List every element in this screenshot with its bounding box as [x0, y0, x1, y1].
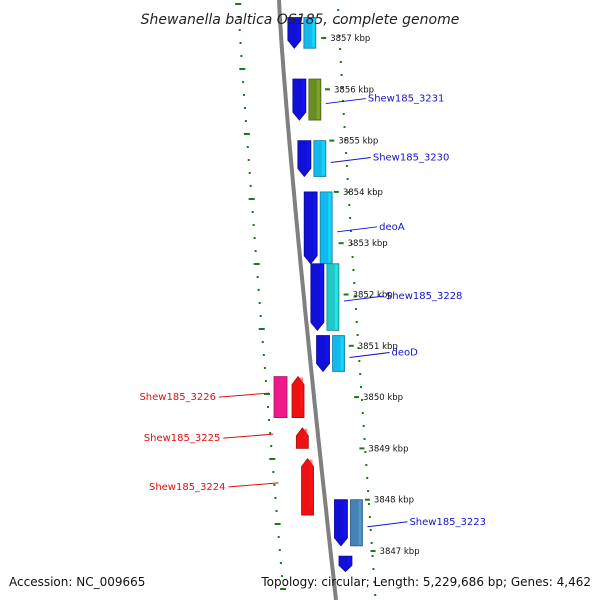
gene-label-forward[interactable]: Shew185_3231: [368, 94, 445, 105]
cog-color-box: [273, 376, 288, 419]
gene-label-leader: [228, 482, 279, 488]
reverse-gene-arrow[interactable]: [295, 427, 309, 449]
forward-gene-arrow[interactable]: [316, 335, 330, 373]
kbp-tick-label: 3852 kbp: [353, 291, 393, 301]
cog-color-box: [303, 17, 317, 49]
gene-label-forward[interactable]: Shew185_3230: [373, 153, 450, 164]
gene-label-forward[interactable]: deoA: [379, 222, 405, 233]
gc-content-dots: [235, 3, 377, 596]
genome-backbone: [277, 0, 338, 600]
kbp-tick-label: 3849 kbp: [368, 444, 408, 454]
forward-gene-arrow[interactable]: [297, 140, 312, 178]
gene-label-reverse[interactable]: Shew185_3226: [139, 392, 216, 403]
map-title: Shewanella baltica OS185, complete genom…: [141, 12, 460, 28]
gene-label-forward[interactable]: Shew185_3228: [386, 291, 463, 302]
forward-gene-arrow[interactable]: [292, 78, 307, 121]
forward-gene-arrow[interactable]: [338, 555, 353, 573]
cog-color-box: [308, 78, 322, 121]
forward-gene-arrow[interactable]: [303, 191, 318, 265]
kbp-tick-label: 3855 kbp: [338, 137, 378, 147]
cog-color-box: [313, 140, 327, 177]
cog-color-box: [326, 263, 340, 331]
genome-summary-text: Topology: circular; Length: 5,229,686 bp…: [260, 575, 591, 589]
backbone-line: [277, 0, 338, 600]
forward-gene-arrow[interactable]: [334, 499, 348, 547]
gene-label-leader: [330, 157, 371, 164]
gene-label-leader: [349, 351, 390, 358]
kbp-tick-label: 3848 kbp: [374, 496, 414, 506]
kbp-tick-label: 3851 kbp: [358, 342, 398, 352]
kbp-tick-label: 3853 kbp: [348, 239, 388, 249]
cog-color-box: [319, 191, 333, 265]
reverse-gene-arrow[interactable]: [301, 457, 314, 516]
kbp-tick-label: 3857 kbp: [330, 34, 370, 44]
gene-label-forward[interactable]: deoD: [392, 347, 419, 358]
gene-label-leader: [218, 392, 270, 398]
gene-labels[interactable]: Shew185_3231 Shew185_3230 deoA Shew185_3228…: [139, 94, 486, 528]
kbp-tick-label: 3856 kbp: [334, 85, 374, 95]
forward-gene-arrow[interactable]: [310, 263, 325, 332]
gene-label-leader: [223, 433, 274, 439]
forward-gene-arrow[interactable]: [287, 17, 302, 49]
gene-tracks: [273, 17, 363, 573]
gene-label-leader: [343, 295, 384, 302]
cog-color-box: [350, 499, 363, 547]
gene-label-reverse[interactable]: Shew185_3224: [149, 482, 226, 493]
gene-label-leader: [367, 521, 408, 528]
kbp-ticks: 3857 kbp 3856 kbp 3855 kbp 3854 kbp 3853 kbp…: [321, 34, 420, 557]
accession-text: Accession: NC_009665: [9, 575, 145, 589]
kbp-tick-label: 3847 kbp: [380, 547, 420, 557]
gene-label-forward[interactable]: Shew185_3223: [409, 517, 486, 528]
reverse-gene-arrow[interactable]: [291, 375, 305, 419]
cog-color-box: [332, 335, 345, 372]
gene-label-reverse[interactable]: Shew185_3225: [144, 433, 221, 444]
gene-label-leader: [337, 226, 378, 233]
gene-label-leader: [325, 98, 366, 105]
kbp-tick-label: 3854 kbp: [343, 188, 383, 198]
kbp-tick-label: 3850 kbp: [363, 393, 403, 403]
